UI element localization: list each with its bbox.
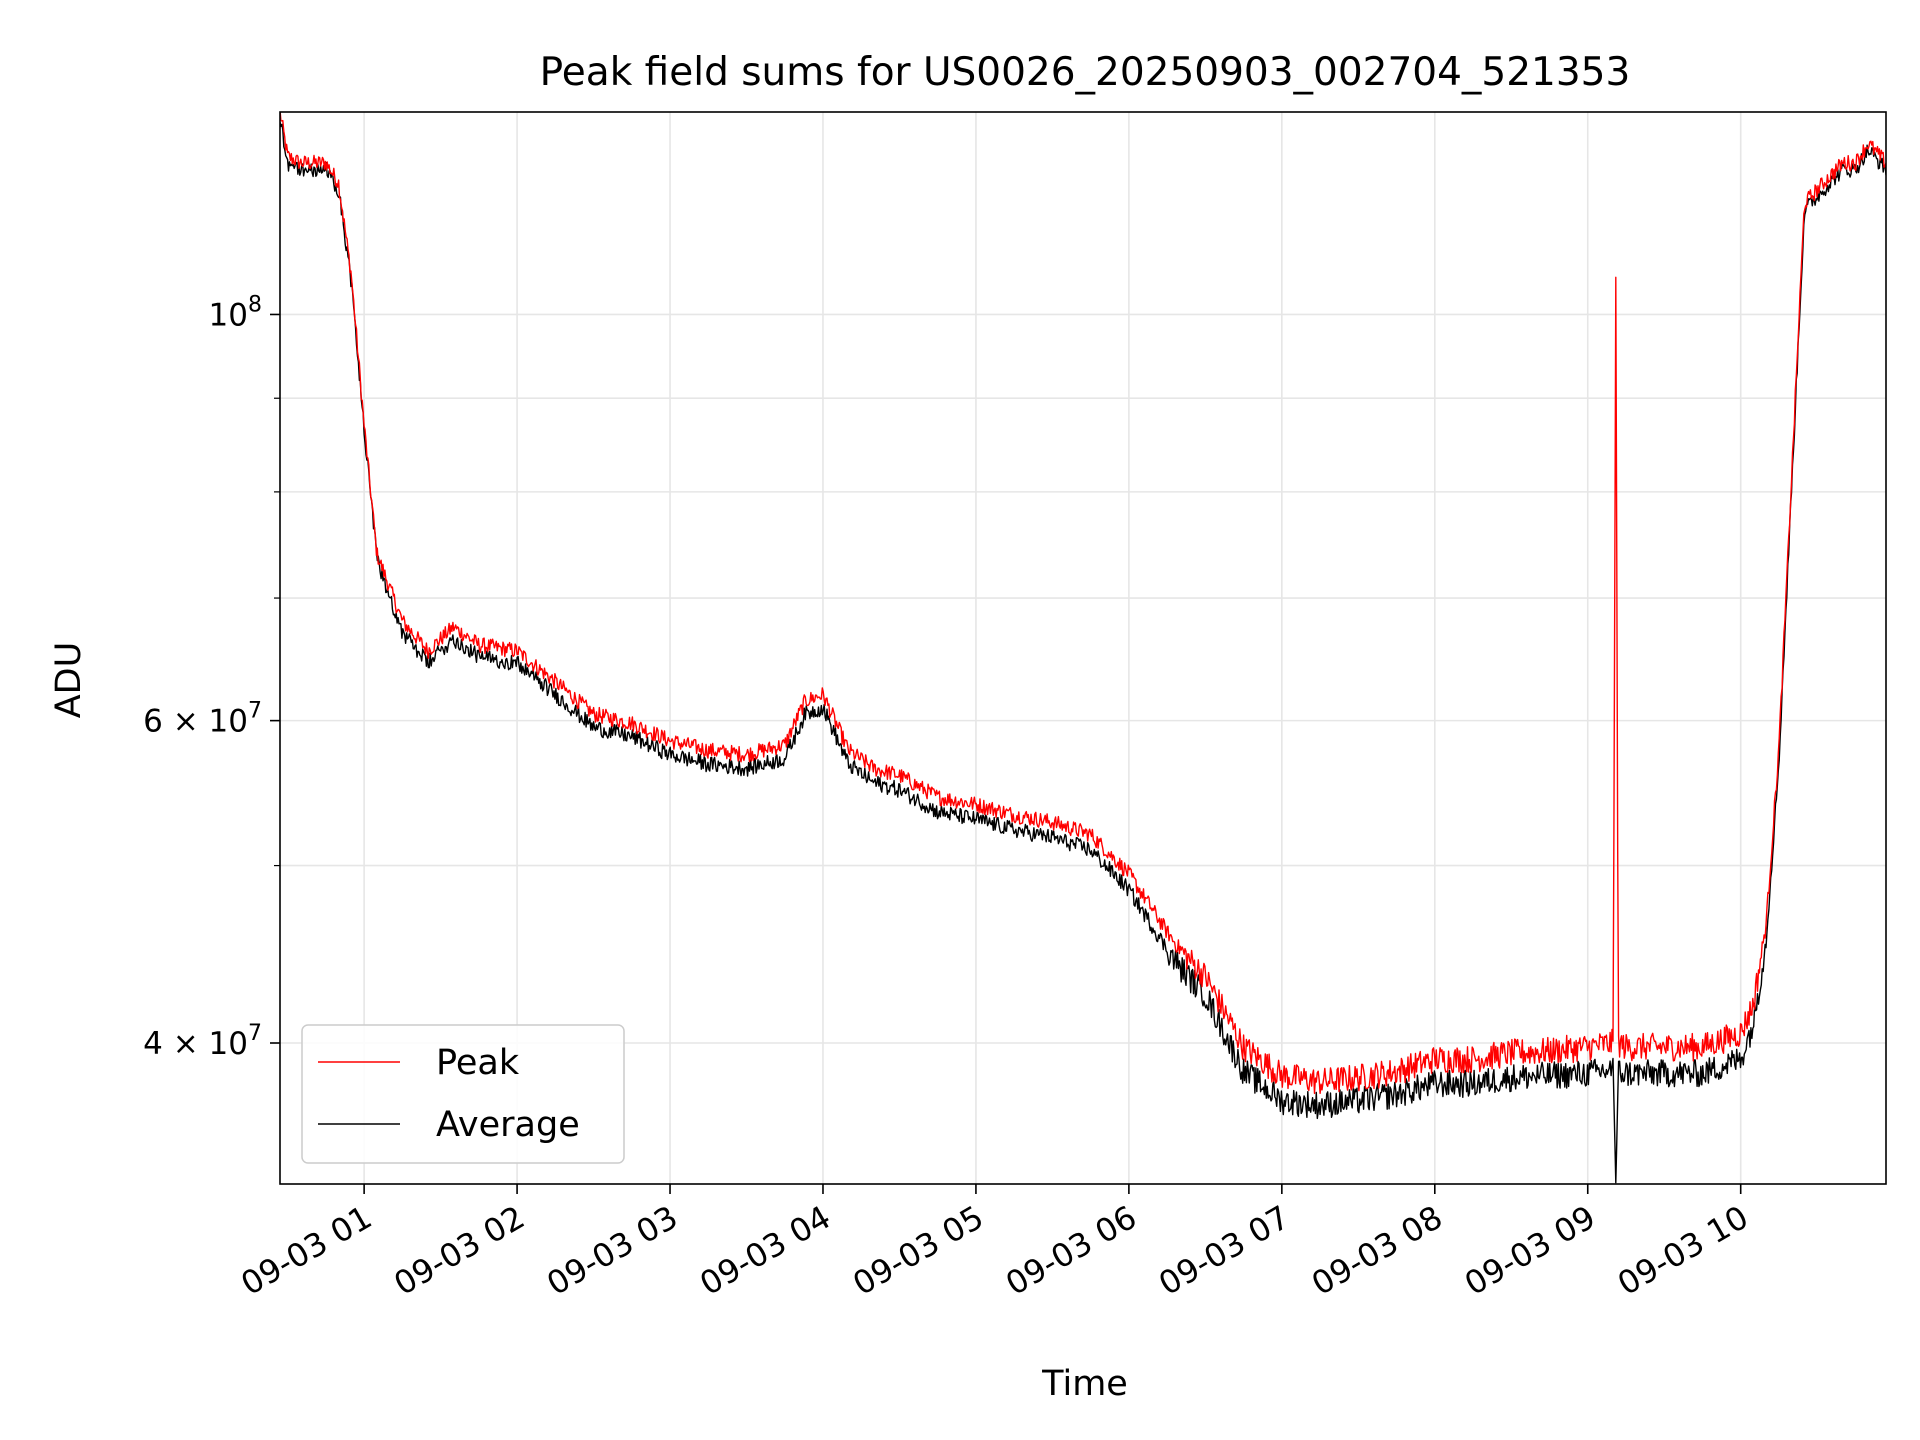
- x-axis-label: Time: [1041, 1364, 1128, 1404]
- series-line-peak: [280, 112, 1886, 1095]
- legend-label-peak: Peak: [436, 1043, 520, 1083]
- y-axis-label: ADU: [49, 642, 89, 719]
- y-tick-exponent: 7: [248, 1021, 262, 1046]
- chart-title: Peak field sums for US0026_20250903_0027…: [540, 50, 1631, 95]
- y-tick-label: 108: [209, 292, 262, 333]
- legend-box: [301, 1024, 625, 1164]
- y-tick-exponent: 7: [248, 699, 262, 724]
- y-tick-exponent: 8: [248, 292, 262, 317]
- series-layer: [280, 112, 1886, 1184]
- y-axis-ticks: 108 6 × 107 4 × 107: [143, 292, 280, 1062]
- y-tick-mantissa: 6: [143, 704, 163, 740]
- grid-lines: [280, 112, 1886, 1184]
- y-tick-label: 4 × 107: [143, 1021, 262, 1062]
- y-tick-mantissa: 4: [143, 1026, 163, 1062]
- series-line-average: [280, 122, 1886, 1184]
- legend: Peak Average: [301, 1024, 625, 1164]
- y-tick-label: 6 × 107: [143, 699, 262, 740]
- legend-label-average: Average: [436, 1105, 580, 1145]
- plot-area-frame: [279, 111, 1887, 1185]
